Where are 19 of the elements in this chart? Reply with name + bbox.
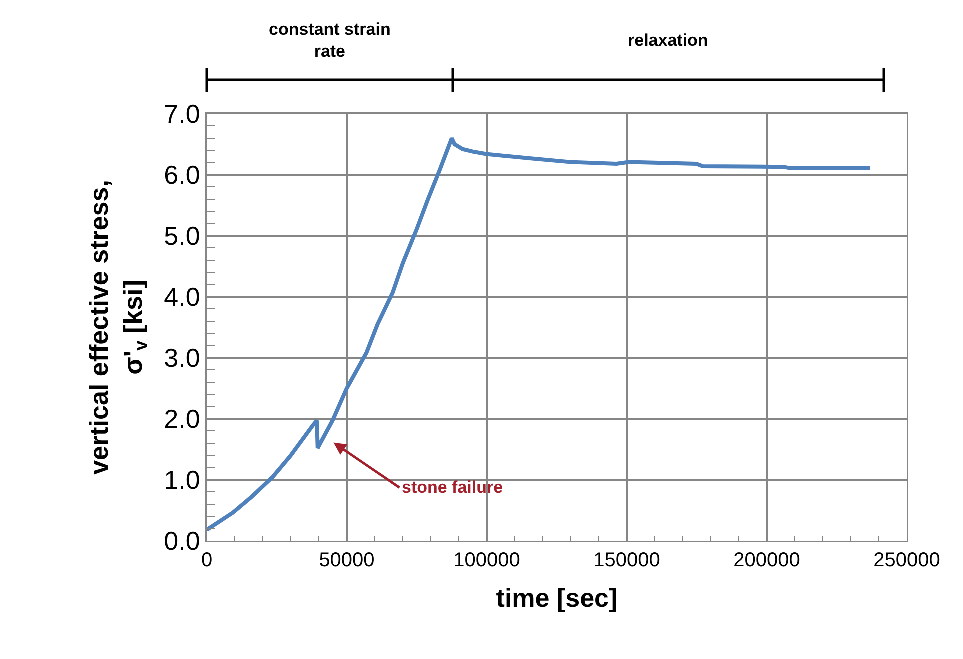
text: relaxation xyxy=(628,31,708,50)
annotation: stone failure xyxy=(402,478,504,497)
y-tick-label: 7.0 xyxy=(164,99,200,130)
x-tick-label: 250000 xyxy=(874,550,940,572)
y-tick-label: 4.0 xyxy=(164,282,200,312)
y-tick-label: 5.0 xyxy=(164,221,200,252)
text: constant strain rate xyxy=(269,20,391,62)
x-tick-label: 100000 xyxy=(454,550,520,572)
y-tick-label: 3.0 xyxy=(164,343,200,374)
x-tick-label: 50000 xyxy=(319,550,375,572)
x-tick-label: 150000 xyxy=(594,550,660,572)
y-tick-label: 6.0 xyxy=(164,160,200,190)
y-tick-label: 0.0 xyxy=(164,526,200,556)
y-tick-label: 1.0 xyxy=(164,465,200,496)
x-tick-label: 200000 xyxy=(734,550,800,572)
x-axis-title: time [sec] xyxy=(496,582,618,613)
y-tick-label: 2.0 xyxy=(164,404,200,434)
line-series xyxy=(207,136,872,532)
x-tick-label: 0 xyxy=(201,550,213,572)
